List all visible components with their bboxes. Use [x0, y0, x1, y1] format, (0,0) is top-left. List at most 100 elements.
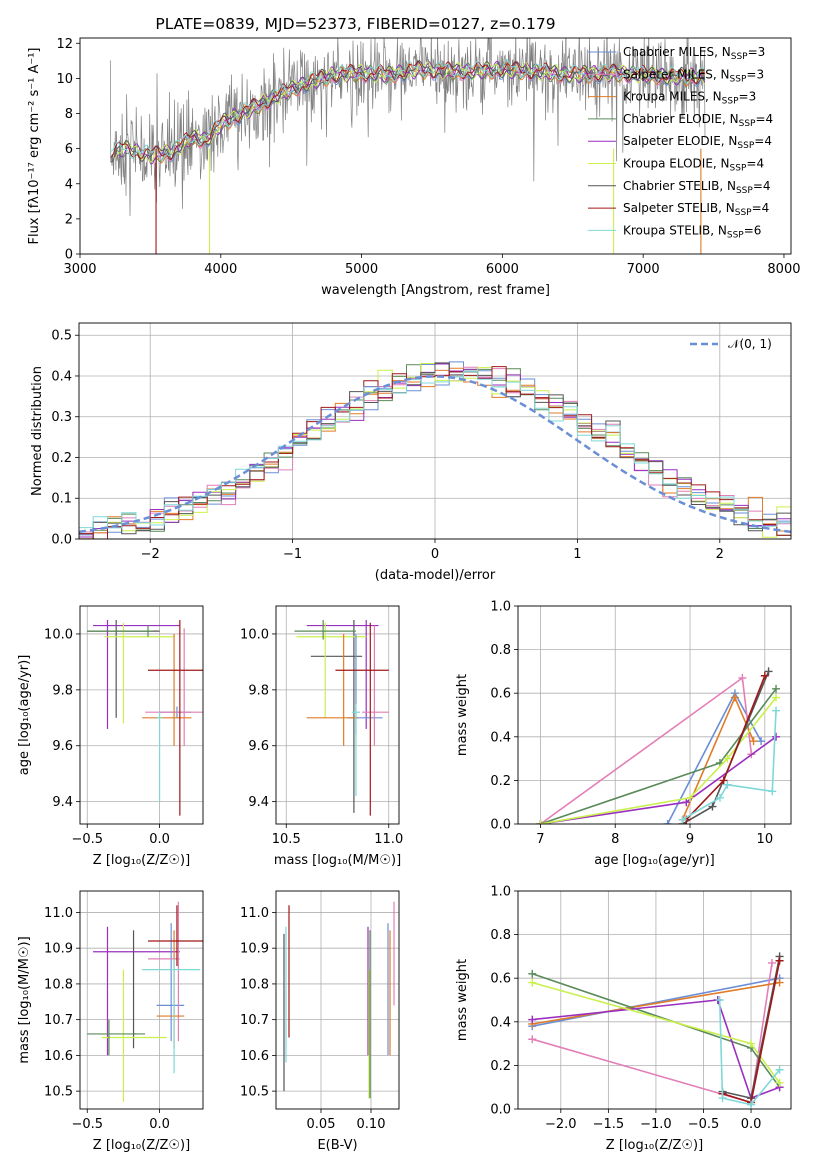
x-tick-label: −2: [141, 547, 160, 562]
y-tick-label: 0.4: [490, 1015, 511, 1030]
x-tick-label: −0.5: [688, 1117, 720, 1132]
x-tick-label: 6000: [486, 262, 519, 277]
weight-point-marker: [528, 1015, 537, 1024]
model-spectrum-line: [114, 61, 706, 163]
legend-label-text: Salpeter STELIB, N: [623, 201, 735, 215]
x-tick-label: 0.10: [357, 1117, 386, 1132]
y-tick-label: 0.0: [490, 818, 511, 833]
x-tick-label: 10.5: [272, 832, 301, 847]
y-tick-label: 10.8: [240, 977, 269, 992]
panel-weight-age: 7 8 9 10 0.0 0.2 0.4 0.6 0.8 1.0 age [log₁₀(age/yr…: [455, 600, 792, 868]
weight-point-marker: [528, 1035, 537, 1044]
y-tick-label: 9.4: [52, 795, 73, 810]
y-tick-label: 1.0: [490, 600, 511, 615]
y-axis-label: mass weight: [455, 674, 470, 756]
legend-label: Salpeter STELIB, NSSP=4: [623, 201, 769, 218]
plot-area: [294, 619, 389, 816]
x-axis-label: wavelength [Angstrom, rest frame]: [321, 283, 550, 298]
y-tick-label: 0.6: [490, 972, 511, 987]
y-tick-label: 0.1: [51, 492, 72, 507]
y-tick-label: 10.9: [240, 942, 269, 957]
weight-point-marker: [718, 1094, 727, 1103]
weight-point-marker: [719, 776, 728, 785]
legend-label-text: Salpeter ELODIE, N: [623, 134, 737, 148]
y-tick-label: 10.0: [240, 627, 269, 642]
weight-point-marker: [715, 793, 724, 802]
axes-frame: [79, 890, 204, 1110]
weight-series-line: [540, 697, 777, 824]
x-tick-label: −1.5: [593, 1117, 625, 1132]
model-spectrum-line: [114, 60, 706, 165]
x-tick-label: 0.05: [307, 1117, 336, 1132]
y-tick-label: 8: [65, 107, 73, 122]
weight-point-marker: [747, 1100, 756, 1109]
y-axis-label: Normed distribution: [30, 366, 45, 496]
legend-label: Chabrier MILES, NSSP=3: [623, 45, 765, 62]
legend-label-sub: SSP: [730, 164, 747, 174]
y-axis-label: mass weight: [455, 959, 470, 1041]
x-tick-label: −1: [283, 547, 302, 562]
y-tick-label: 9.6: [52, 739, 73, 754]
weight-point-marker: [686, 793, 695, 802]
legend-label-sub: SSP: [736, 186, 753, 196]
y-tick-label: 9.6: [248, 739, 269, 754]
x-tick-label: 2: [716, 547, 724, 562]
x-tick-label: 0.0: [149, 1117, 170, 1132]
y-tick-label: 4: [65, 177, 73, 192]
panel-age-Z: −0.5 0.0 9.4 9.6 9.8 10.0 Z [log₁₀(Z/Z☉)] age […: [17, 605, 204, 868]
plot-area: [109, 38, 706, 254]
legend-label-text: Chabrier STELIB, N: [623, 179, 736, 193]
normal-curve: [79, 375, 791, 534]
weight-point-marker: [775, 978, 784, 987]
observed-spectrum: [109, 38, 706, 217]
legend-label-text: Kroupa MILES, N: [623, 90, 722, 104]
y-tick-label: 0: [65, 248, 73, 263]
y-tick-label: 0.2: [490, 1059, 511, 1074]
weight-point-marker: [749, 737, 758, 746]
weight-series-line: [539, 676, 753, 824]
weight-point-marker: [772, 684, 781, 693]
x-tick-label: 0.0: [741, 1117, 762, 1132]
legend-label-sub: SSP: [735, 208, 752, 218]
x-tick-label: 10: [757, 832, 774, 847]
x-tick-label: −1.0: [640, 1117, 672, 1132]
legend-label-text: Kroupa ELODIE, N: [623, 157, 730, 171]
legend-label: Kroupa ELODIE, NSSP=4: [623, 157, 764, 174]
legend-label-count: =6: [744, 223, 762, 237]
y-tick-label: 0.6: [490, 687, 511, 702]
model-spectrum-line: [110, 60, 706, 161]
legend-label-count: =4: [754, 134, 772, 148]
weight-point-marker: [738, 673, 747, 682]
y-tick-label: 10.5: [44, 1085, 73, 1100]
legend-label-count: =4: [752, 201, 770, 215]
weight-series-line: [681, 695, 755, 820]
y-tick-label: 0.0: [490, 1103, 511, 1118]
weight-point-marker: [708, 802, 717, 811]
legend-label: Salpeter ELODIE, NSSP=4: [623, 134, 772, 151]
legend-label-sub: SSP: [722, 97, 739, 107]
chart-title: PLATE=0839, MJD=52373, FIBERID=0127, z=0…: [155, 15, 555, 33]
y-tick-label: 9.4: [248, 795, 269, 810]
plot-area: [536, 667, 781, 824]
plot-area: [79, 361, 791, 539]
y-tick-label: 2: [65, 212, 73, 227]
y-tick-label: 0.2: [490, 774, 511, 789]
x-axis-label: Z [log₁₀(Z/Z☉)]: [606, 1138, 703, 1153]
legend-label: Kroupa MILES, NSSP=3: [623, 90, 756, 107]
y-tick-label: 10.6: [240, 1049, 269, 1064]
legend-label-sub: SSP: [739, 119, 756, 129]
weight-point-marker: [528, 969, 537, 978]
weight-point-marker: [757, 737, 766, 746]
y-axis-label: age [log₁₀(age/yr)]: [17, 655, 32, 776]
weight-point-marker: [775, 1078, 784, 1087]
x-axis-label: age [log₁₀(age/yr)]: [594, 853, 715, 868]
weight-point-marker: [663, 820, 672, 824]
axes-frame: [78, 322, 792, 540]
panel-residuals: −2 −1 0 1 2 0.0 0.1 0.2 0.3 0.4 0.5 (data-model)/er…: [30, 322, 792, 583]
panel-age-mass: 10.5 11.0 9.4 9.6 9.8 10.0 mass [log₁₀(M/M☉)]: [240, 605, 403, 868]
y-tick-label: 10.8: [44, 977, 73, 992]
y-tick-label: 9.8: [248, 683, 269, 698]
plot-area: [87, 901, 203, 1102]
legend-label-sub: SSP: [730, 74, 747, 84]
x-tick-label: 9: [686, 832, 694, 847]
